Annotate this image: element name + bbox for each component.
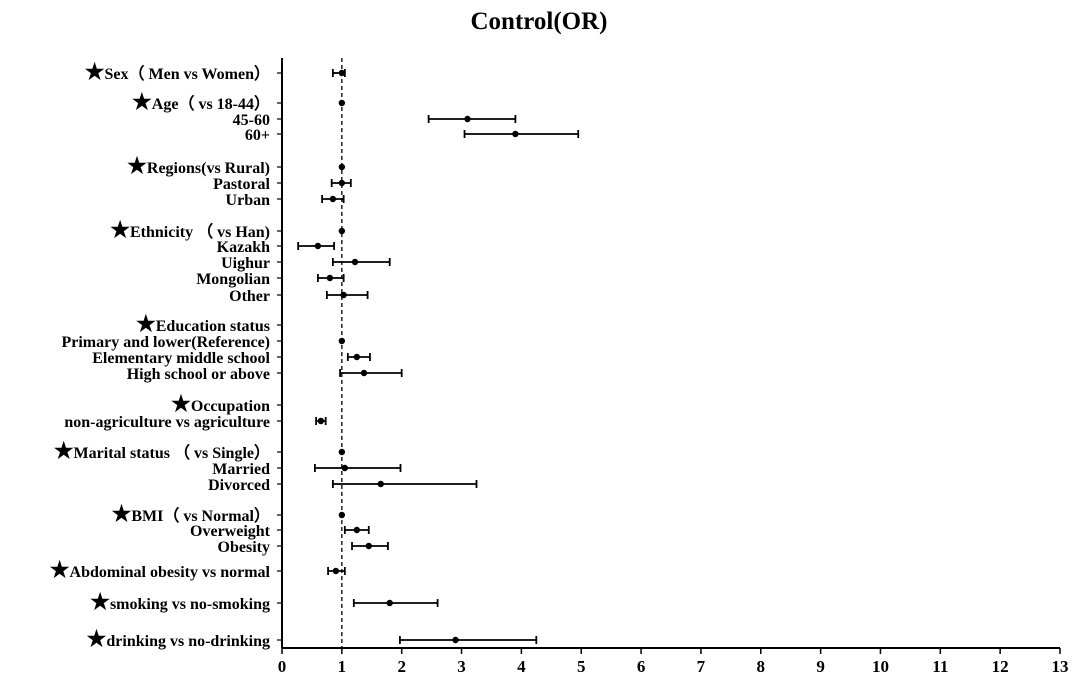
star-icon: ★ — [85, 59, 105, 84]
or-point — [338, 69, 346, 77]
row-group-label-text: Marital status （ vs Single） — [74, 444, 270, 462]
or-point — [341, 464, 349, 472]
row-group-label: ★drinking vs no-drinking — [87, 626, 270, 651]
row-label: Divorced — [208, 477, 270, 494]
row-group-label: ★Abdominal obesity vs normal — [50, 557, 271, 582]
x-tick-label: 9 — [816, 657, 825, 676]
or-point — [353, 353, 361, 361]
star-icon: ★ — [112, 501, 132, 526]
or-point — [464, 115, 471, 123]
x-tick-label: 0 — [278, 657, 287, 676]
or-point — [338, 227, 346, 235]
row-group-label: ★Occupation — [171, 391, 270, 416]
row-label: Married — [212, 461, 270, 478]
row-group-label: ★smoking vs no-smoking — [90, 589, 270, 614]
row-label: Overweight — [190, 523, 271, 540]
or-point — [338, 448, 346, 456]
row-label: 45-60 — [233, 112, 270, 129]
x-tick-label: 6 — [637, 657, 646, 676]
row-label: Uighur — [221, 255, 270, 272]
star-icon: ★ — [54, 438, 74, 463]
x-tick-label: 4 — [517, 657, 526, 676]
row-group-label: ★Ethnicity （ vs Han) — [110, 217, 270, 242]
x-tick-label: 5 — [577, 657, 586, 676]
or-point — [353, 526, 361, 534]
or-point — [512, 130, 519, 138]
star-icon: ★ — [110, 217, 130, 242]
row-group-label-text: Education status — [156, 318, 270, 335]
x-tick-label: 1 — [338, 657, 347, 676]
row-label: 60+ — [245, 127, 270, 144]
row-label: Other — [229, 288, 270, 305]
row-label: Pastoral — [213, 176, 270, 193]
x-tick-label: 3 — [457, 657, 466, 676]
row-label: Elementary middle school — [92, 350, 270, 367]
row-group-label: ★Regions(vs Rural) — [127, 153, 270, 178]
row-group-label: ★Marital status （ vs Single） — [54, 438, 270, 463]
x-tick-label: 13 — [1052, 657, 1069, 676]
x-tick-label: 2 — [397, 657, 406, 676]
star-icon: ★ — [50, 557, 70, 582]
chart-title: Control(OR) — [470, 8, 608, 35]
x-tick-label: 7 — [697, 657, 706, 676]
or-point — [314, 242, 322, 250]
row-group-label-text: Regions(vs Rural) — [147, 160, 270, 177]
row-label: Primary and lower(Reference) — [61, 334, 270, 351]
or-point — [317, 417, 325, 425]
row-group-label: ★BMI（ vs Normal） — [112, 501, 270, 526]
row-labels: ★Sex（ Men vs Women）★Age（ vs 18-44）45-606… — [50, 59, 271, 651]
or-point — [377, 480, 384, 488]
row-label: Urban — [226, 192, 271, 209]
or-point — [365, 542, 372, 550]
or-point — [452, 636, 459, 644]
row-group-label: ★Sex（ Men vs Women） — [85, 59, 270, 84]
row-group-label-text: Abdominal obesity vs normal — [70, 564, 271, 581]
or-point — [329, 195, 337, 203]
x-tick-label: 8 — [757, 657, 766, 676]
star-icon: ★ — [90, 589, 110, 614]
or-point — [332, 567, 340, 575]
row-group-label: ★Education status — [136, 311, 270, 336]
or-point — [338, 511, 346, 519]
star-icon: ★ — [132, 89, 152, 114]
or-point — [338, 163, 346, 171]
row-group-label-text: BMI（ vs Normal） — [131, 507, 270, 525]
star-icon: ★ — [171, 391, 191, 416]
star-icon: ★ — [87, 626, 107, 651]
row-label: Mongolian — [196, 271, 270, 288]
row-group-label-text: Sex（ Men vs Women） — [105, 65, 271, 83]
row-label: High school or above — [127, 366, 270, 383]
or-point — [340, 291, 347, 299]
row-label: non-agriculture vs agriculture — [64, 414, 270, 431]
or-point — [386, 599, 393, 607]
row-label: Obesity — [218, 539, 270, 556]
row-group-label-text: drinking vs no-drinking — [106, 633, 270, 650]
or-point — [360, 369, 368, 377]
or-point — [326, 274, 334, 282]
star-icon: ★ — [136, 311, 156, 336]
row-group-label-text: Occupation — [191, 398, 270, 415]
row-group-label-text: Ethnicity （ vs Han) — [130, 223, 270, 241]
star-icon: ★ — [127, 153, 147, 178]
or-point — [338, 179, 346, 187]
x-tick-label: 10 — [872, 657, 889, 676]
row-group-label-text: smoking vs no-smoking — [110, 596, 270, 613]
row-group-label: ★Age（ vs 18-44） — [132, 89, 270, 114]
or-point — [338, 337, 346, 345]
x-tick-label: 11 — [932, 657, 948, 676]
axes: 0 1 2 3 4 5 6 7 8 9 10 11 12 13 — [277, 58, 1069, 676]
x-tick-label: 12 — [992, 657, 1009, 676]
or-point — [351, 258, 359, 266]
or-markers — [297, 69, 580, 644]
row-label: Kazakh — [217, 239, 270, 256]
or-point — [338, 99, 346, 107]
row-group-label-text: Age（ vs 18-44） — [152, 95, 270, 113]
